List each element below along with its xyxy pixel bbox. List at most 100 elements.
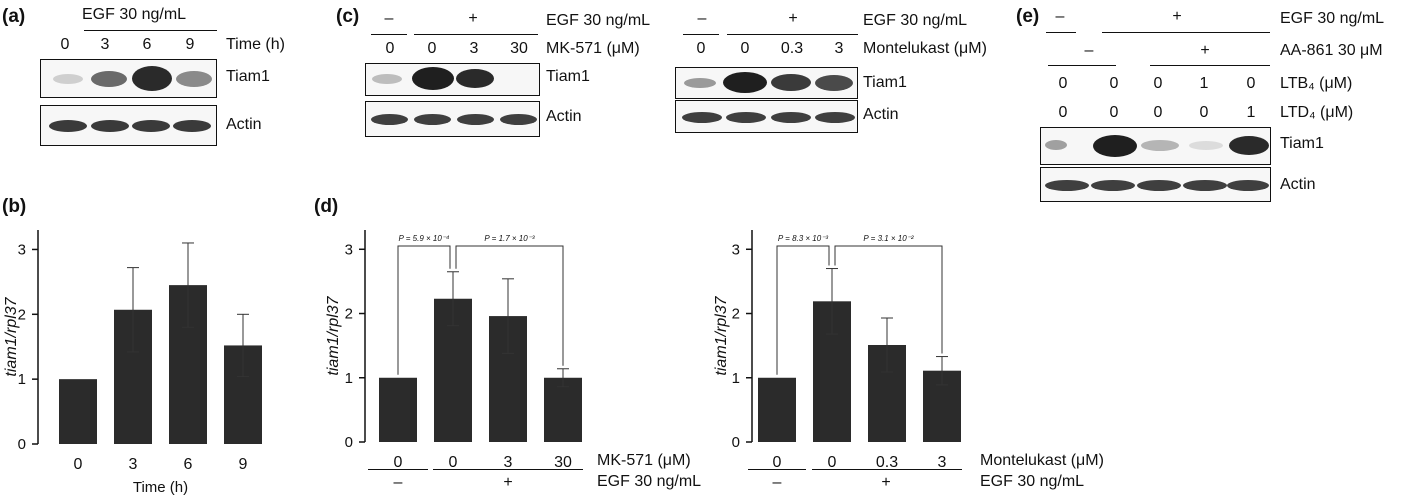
chart-b-ytick-label-0: 0 [18, 436, 26, 453]
panel-a-lane-4: 9 [185, 36, 195, 53]
chart-d-left-xtick-label-0: 0 [394, 454, 403, 471]
panel-e-egf-plus: + [1172, 8, 1182, 25]
panel-e-ltb4-3: 0 [1153, 75, 1163, 92]
panel-c-left-row2-label: Actin [546, 108, 582, 125]
chart-d-right-ytick-label-2: 2 [732, 306, 740, 323]
panel-c-left-tiam1-band-3 [456, 69, 494, 88]
chart-d-left-bar-3 [544, 377, 582, 442]
panel-c-right-plus-line [727, 34, 858, 35]
panel-c-right-lane-2: 0 [740, 40, 750, 57]
chart-d-left-ytick-label-1: 1 [345, 370, 353, 387]
chart-d-left-sig-1-pvalue: P = 5.9 × 10⁻⁴ [399, 234, 451, 243]
panel-e-row2-label: Actin [1280, 176, 1316, 193]
panel-c-right-row1-label: Tiam1 [863, 74, 907, 91]
panel-c-left-tiam1-band-1 [372, 74, 402, 84]
panel-a-lane-2: 3 [100, 36, 110, 53]
chart-d-right-ytick-label-0: 0 [732, 434, 740, 451]
chart-d-right-ylabel: tiam1/rpl37 [713, 295, 730, 375]
panel-c-left-tiam1-blot [365, 63, 540, 96]
panel-e-tiam1-blot [1040, 127, 1271, 165]
panel-a-tiam1-band-1 [53, 74, 83, 84]
chart-b-xtick-label-1: 3 [129, 456, 138, 473]
panel-d-left-egf-plus: + [503, 474, 513, 491]
panel-c-left-row1-label: Tiam1 [546, 68, 590, 85]
panel-c-right-drug-label: Montelukast (μM) [863, 40, 987, 57]
chart-d-left-bar-0 [379, 377, 417, 442]
panel-e-actin-band-4 [1183, 180, 1227, 191]
chart-d-right: 0 1 2 3 tiam1/rpl37 0 0 0.3 3 P = 8.3 × 10⁻³ P = 3… [713, 230, 961, 471]
panel-e-actin-blot [1040, 167, 1271, 202]
panel-c-right-actin-band-4 [815, 112, 855, 123]
panel-c-left-minus-line [371, 34, 407, 35]
panel-c-right-actin-blot [675, 100, 858, 133]
chart-d-left: 0 1 2 3 tiam1/rpl37 0 0 3 30 P = 5.9 × 10⁻⁴ P = 1.… [325, 230, 582, 471]
panel-c-right-tiam1-blot [675, 67, 858, 99]
panel-e-aa-minus-line [1048, 65, 1116, 66]
panel-a-tiam1-band-2 [91, 71, 127, 87]
panel-a-letter: (a) [2, 6, 26, 27]
panel-d-letter: (d) [314, 196, 339, 217]
chart-b-ylabel: tiam1/rpl37 [3, 296, 20, 376]
chart-d-left-ylabel: tiam1/rpl37 [325, 295, 342, 375]
panel-c-left-actin-band-4 [500, 114, 537, 125]
panel-c-left-actin-band-2 [414, 114, 451, 125]
chart-d-right-sig-1-bracket [776, 245, 830, 375]
chart-d-left-xtick-label-1: 0 [449, 454, 458, 471]
panel-c-left-lane-1: 0 [385, 40, 395, 57]
panel-c-left-egf-minus: – [384, 10, 394, 27]
panel-c-left-egf-plus: + [468, 10, 478, 27]
panel-e-ltb4-2: 0 [1109, 75, 1119, 92]
panel-a-row2-label: Actin [226, 116, 262, 133]
panel-c-left-lane-4: 30 [510, 40, 528, 57]
panel-e-letter: (e) [1016, 6, 1040, 27]
panel-e-aa-label: AA-861 30 μM [1280, 42, 1383, 59]
panel-c-left-plus-line [414, 34, 538, 35]
chart-b-ytick-label-2: 2 [18, 306, 26, 323]
panel-e-ltd4-4: 0 [1199, 104, 1209, 121]
chart-d-right-xtick-label-0: 0 [773, 454, 782, 471]
chart-b: 0 1 2 3 tiam1/rpl37 0 3 6 9 Time (h) [3, 230, 262, 495]
panel-e-aa-plus: + [1200, 42, 1210, 59]
panel-c-left-lane-3: 3 [469, 40, 479, 57]
panel-c-left-actin-band-3 [457, 114, 494, 125]
panel-c-right-tiam1-band-2 [723, 72, 767, 93]
panel-c-right-lane-3: 0.3 [780, 40, 804, 57]
panel-c-left-egf-label: EGF 30 ng/mL [546, 12, 651, 29]
panel-a-actin-blot [40, 105, 217, 146]
chart-d-right-xtick-label-3: 3 [938, 454, 947, 471]
panel-c-right-tiam1-band-1 [684, 78, 716, 88]
chart-d-right-sig-1-pvalue: P = 8.3 × 10⁻³ [778, 234, 829, 243]
panel-c-right-tiam1-band-3 [771, 74, 811, 91]
panel-c-left-lane-2: 0 [427, 40, 437, 57]
panel-a-tiam1-blot [40, 59, 217, 98]
chart-b-xtick-label-3: 9 [239, 456, 248, 473]
panel-e-egf-minus-line [1046, 32, 1076, 33]
panel-e-row1-label: Tiam1 [1280, 135, 1324, 152]
panel-c-left-drug-label: MK-571 (μM) [546, 40, 640, 57]
panel-d-left-plus-line [433, 469, 583, 470]
chart-d-left-xtick-label-2: 3 [504, 454, 513, 471]
panel-c-right-actin-band-1 [682, 112, 722, 123]
panel-e-tiam1-band-1 [1045, 140, 1067, 150]
panel-a-time-label: Time (h) [226, 36, 285, 53]
chart-d-left-sig-2-bracket [455, 245, 564, 366]
panel-e-egf-plus-line [1102, 32, 1270, 33]
panel-c-left-actin-band-1 [371, 114, 408, 125]
chart-d-right-bar-0 [758, 377, 796, 442]
panel-e-tiam1-band-3 [1141, 140, 1179, 151]
panel-e-ltb4-1: 0 [1058, 75, 1068, 92]
panel-c-letter: (c) [336, 6, 360, 27]
panel-e-actin-band-3 [1137, 180, 1181, 191]
panel-c-left-actin-blot [365, 101, 540, 137]
panel-e-ltd4-5: 1 [1246, 104, 1256, 121]
panel-c-right-actin-band-3 [771, 112, 811, 123]
panel-d-right-egf-label: EGF 30 ng/mL [980, 473, 1085, 490]
panel-c-left-tiam1-band-2 [412, 67, 454, 90]
panel-e-actin-band-1 [1045, 180, 1089, 191]
panel-c-right-egf-minus: – [697, 10, 707, 27]
chart-d-left-sig-2-pvalue: P = 1.7 × 10⁻³ [484, 234, 535, 243]
chart-d-right-ytick-label-1: 1 [732, 370, 740, 387]
panel-a-actin-band-1 [49, 120, 87, 132]
panel-c-right-minus-line [683, 34, 719, 35]
panel-a-egf-line [84, 30, 217, 31]
